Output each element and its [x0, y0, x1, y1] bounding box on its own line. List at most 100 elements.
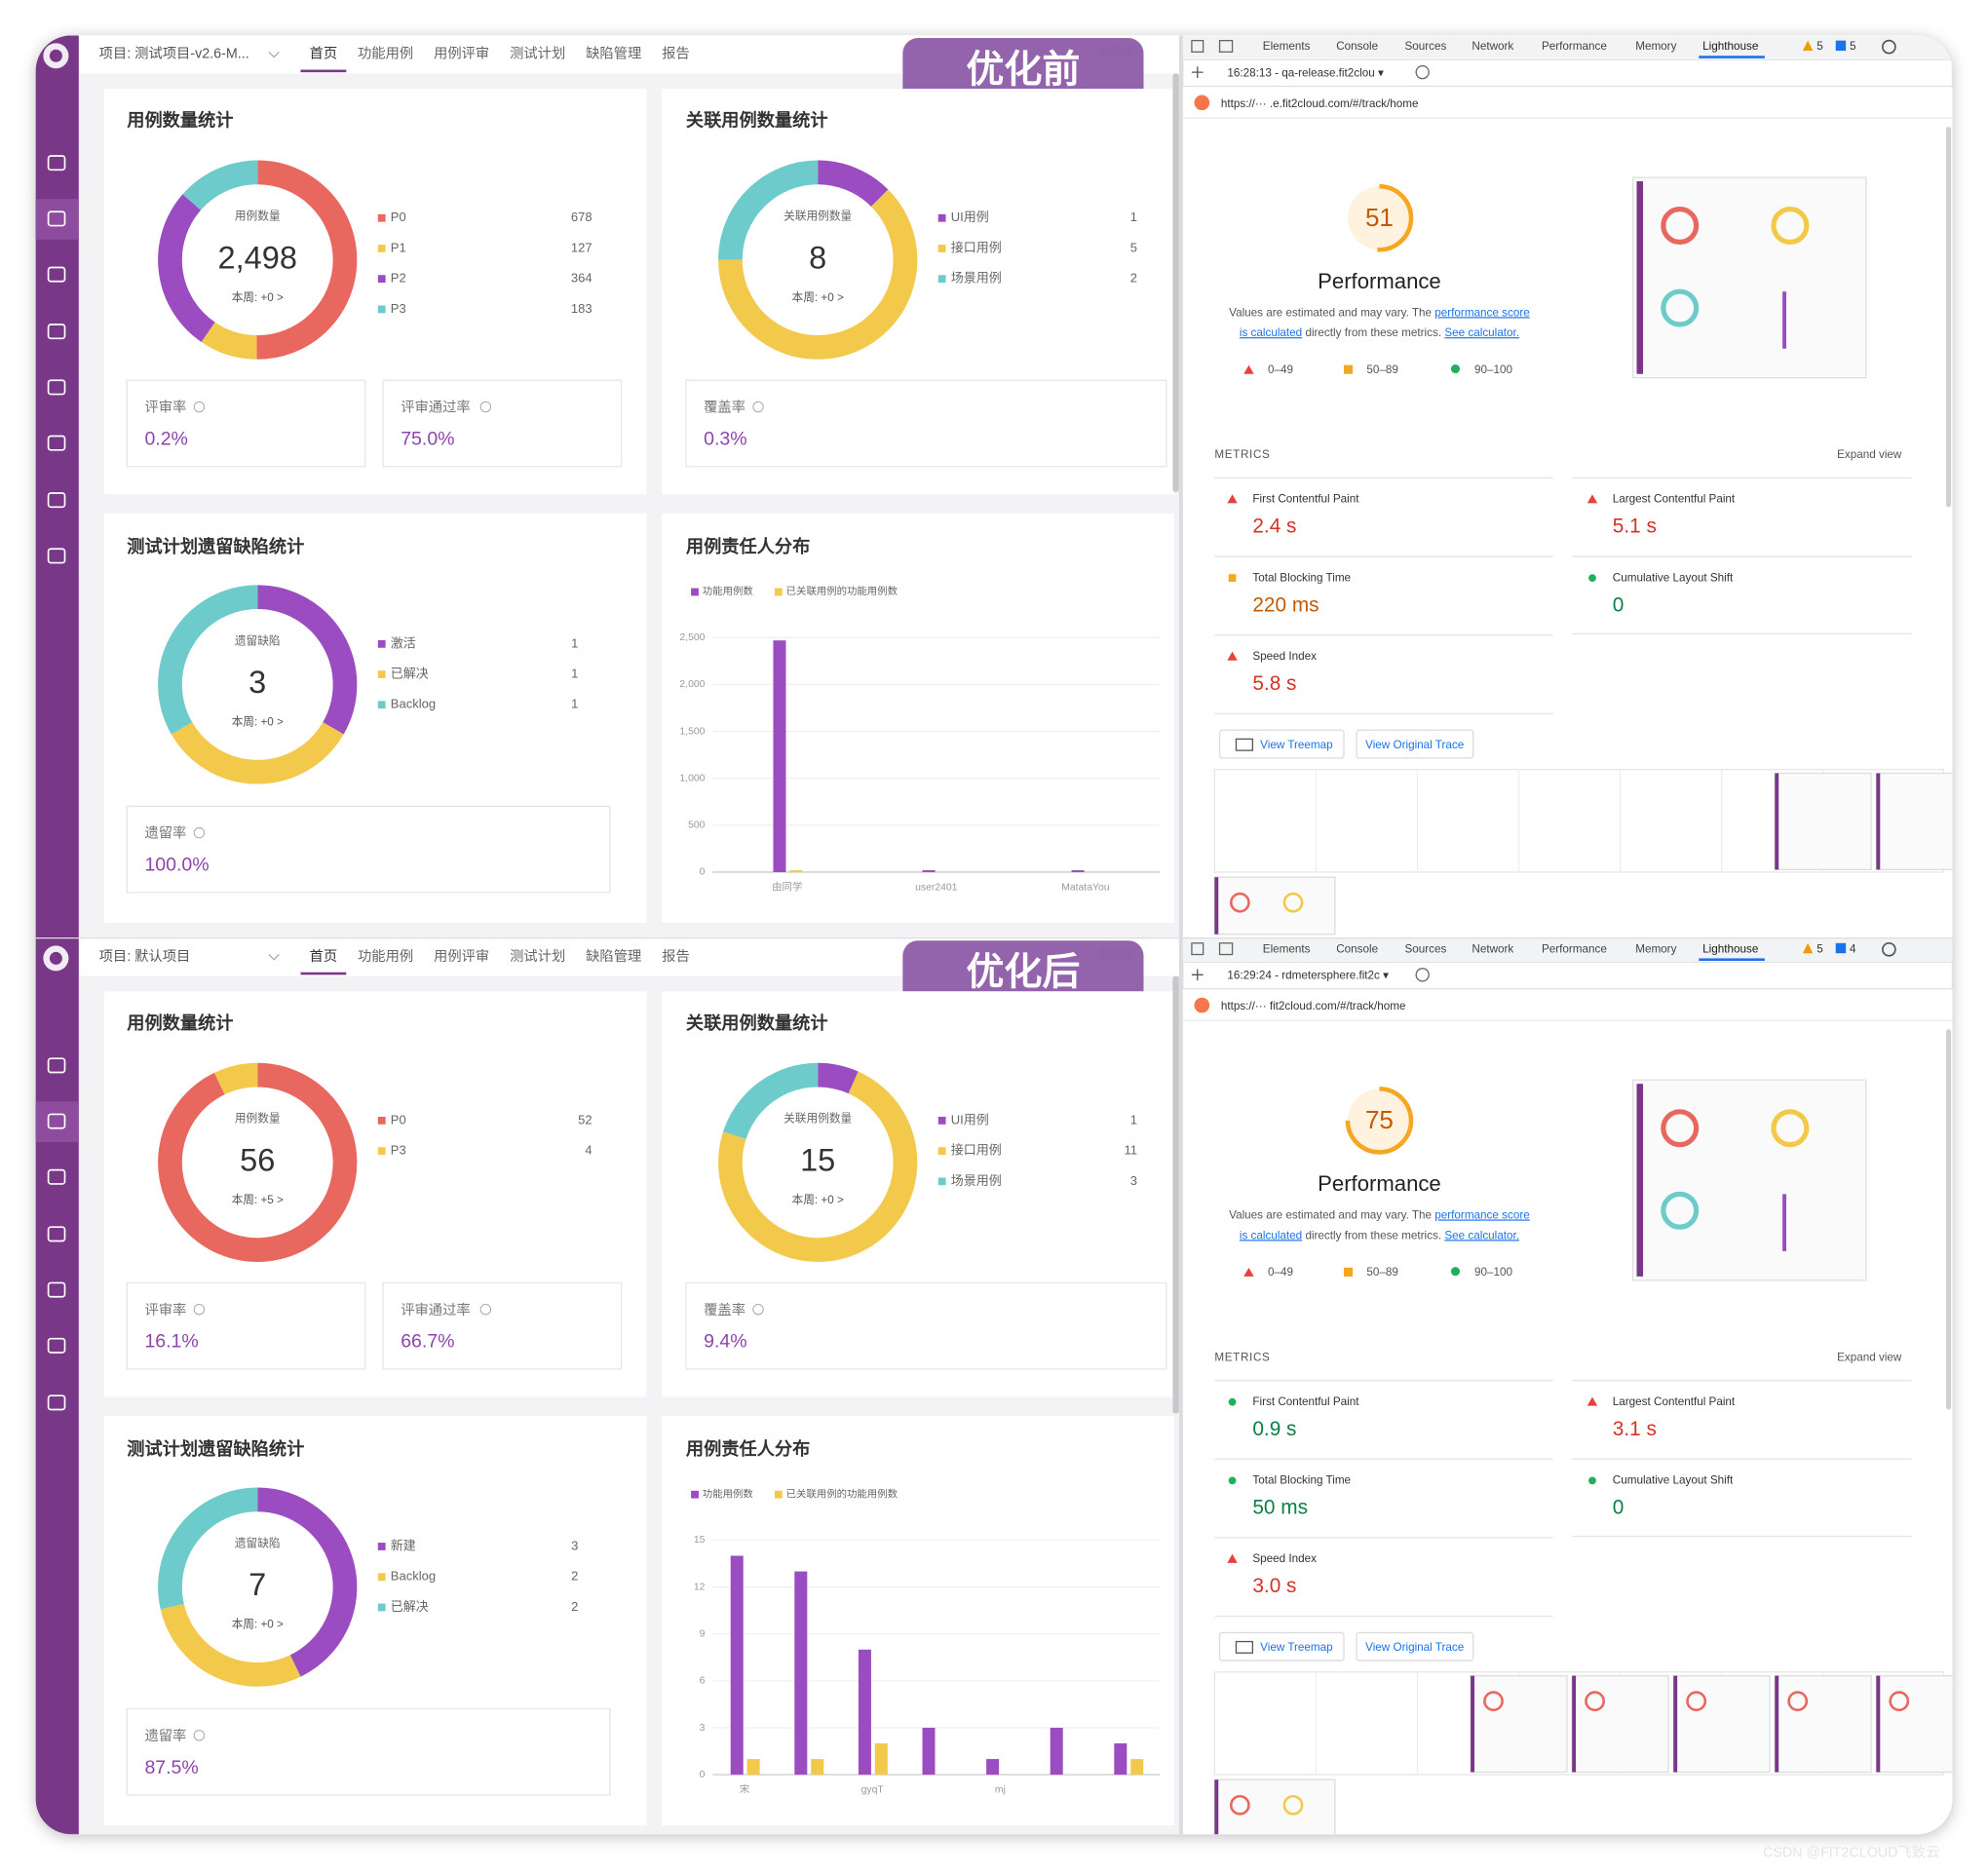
donut-week[interactable]: 本周: +0 > — [232, 290, 284, 304]
score-legend: 50–89 — [1366, 363, 1398, 376]
add-icon — [1191, 66, 1204, 78]
score-legend: 0–49 — [1268, 1266, 1293, 1279]
nav-tab[interactable]: 首页 — [310, 948, 338, 965]
devtools-tab-active — [1699, 56, 1765, 58]
description-link[interactable]: performance score — [1434, 306, 1529, 319]
devtools-row — [1182, 58, 1953, 88]
stat-label: 评审率 — [144, 1302, 186, 1318]
nav-tab[interactable]: 测试计划 — [510, 948, 565, 965]
devtools-tab[interactable]: Performance — [1542, 942, 1607, 955]
logo-inner — [49, 49, 62, 62]
frame-donut — [1787, 1691, 1809, 1712]
donut-label: 遗留缺陷 — [235, 1536, 281, 1549]
devtools-tab[interactable]: Network — [1472, 942, 1513, 955]
devtools-tab[interactable]: Memory — [1635, 40, 1676, 53]
nav-tab[interactable]: 报告 — [662, 46, 690, 62]
description-link[interactable]: See calculator. — [1444, 1229, 1519, 1241]
badge-text: 优化前 — [966, 49, 1080, 91]
y-tick-label: 9 — [700, 1628, 706, 1639]
metric-name: Largest Contentful Paint — [1613, 1395, 1736, 1408]
description-link[interactable]: performance score — [1434, 1209, 1529, 1222]
devtools-tab[interactable]: Sources — [1404, 942, 1446, 955]
info-icon — [193, 1730, 206, 1741]
nav-tab[interactable]: 功能用例 — [358, 46, 413, 62]
nav-tab[interactable]: 首页 — [310, 46, 338, 62]
bar — [746, 1759, 760, 1776]
donut-segment — [723, 1062, 819, 1140]
nav-tab[interactable]: 测试计划 — [510, 46, 565, 62]
bar — [811, 1759, 824, 1776]
metric-name: Cumulative Layout Shift — [1613, 1473, 1734, 1486]
badge-text: 优化后 — [966, 952, 1080, 994]
nav-tab[interactable]: 功能用例 — [358, 948, 413, 965]
project-selector[interactable]: 项目: 默认项目 — [99, 948, 191, 965]
donut-week[interactable]: 本周: +0 > — [232, 715, 284, 729]
description-link[interactable]: See calculator. — [1444, 326, 1519, 339]
expand-view[interactable]: Expand view — [1837, 1351, 1902, 1363]
button-outline — [1356, 1631, 1474, 1661]
report-selector[interactable]: 16:29:24 - rdmetersphere.fit2c ▾ — [1227, 970, 1389, 982]
legend-swatch — [377, 1543, 386, 1550]
donut-segment — [817, 1062, 859, 1094]
legend-label: P3 — [391, 1143, 406, 1158]
filmstrip-frame — [1875, 772, 1953, 871]
devtools-tab[interactable]: Elements — [1263, 40, 1311, 53]
frame-content: 项目: 测试项目-v2.6-M...首页功能用例用例评审测试计划缺陷管理报告由同… — [35, 35, 1953, 1835]
metric-value: 220 ms — [1252, 593, 1319, 616]
donut-label: 关联用例数量 — [784, 1112, 852, 1126]
devtools-tab[interactable]: Memory — [1635, 942, 1676, 955]
devtools-tab[interactable]: Elements — [1263, 942, 1311, 955]
description-link[interactable]: is calculated — [1240, 1229, 1302, 1241]
nav-tab[interactable]: 用例评审 — [434, 948, 489, 965]
legend-value: 52 — [578, 1112, 592, 1126]
donut-value: 7 — [248, 1567, 266, 1602]
card — [662, 513, 1174, 923]
thumb-donut — [1661, 1191, 1700, 1230]
devtools-divider — [1178, 937, 1183, 1835]
metric-icon — [1228, 574, 1237, 583]
metric-value: 5.8 s — [1252, 672, 1296, 695]
lighthouse-button[interactable]: View Treemap — [1260, 1641, 1333, 1654]
devtools-tab[interactable]: Console — [1336, 942, 1378, 955]
legend-average — [1344, 364, 1354, 374]
frame-sidebar — [1876, 773, 1881, 870]
legend-average — [1344, 1267, 1354, 1277]
dropdown-caret — [268, 51, 280, 58]
description-text: directly from these metrics. — [1302, 1229, 1444, 1241]
lighthouse-button[interactable]: View Treemap — [1260, 739, 1333, 751]
devtools-tab[interactable]: Performance — [1542, 40, 1607, 53]
nav-tab[interactable]: 用例评审 — [434, 46, 489, 62]
sidebar-icon — [47, 435, 66, 451]
info-icon — [752, 401, 764, 413]
devtools-tab[interactable]: Sources — [1404, 40, 1446, 53]
report-selector[interactable]: 16:28:13 - qa-release.fit2clou ▾ — [1227, 67, 1384, 80]
description-link[interactable]: is calculated — [1240, 326, 1302, 339]
nav-tab[interactable]: 缺陷管理 — [586, 948, 641, 965]
project-selector[interactable]: 项目: 测试项目-v2.6-M... — [99, 46, 249, 62]
bar — [1050, 1728, 1063, 1776]
legend-label: 已关联用例的功能用例数 — [786, 585, 898, 597]
donut-segment — [817, 160, 889, 208]
nav-tab[interactable]: 缺陷管理 — [586, 46, 641, 62]
metric-icon — [1227, 1553, 1238, 1563]
sidebar-icon — [47, 155, 66, 172]
stat-box — [685, 1281, 1167, 1370]
devtools-tab[interactable]: Lighthouse — [1702, 40, 1758, 53]
lighthouse-button[interactable]: View Original Trace — [1365, 1641, 1464, 1654]
lighthouse-button[interactable]: View Original Trace — [1365, 739, 1464, 751]
devtools-tab[interactable]: Console — [1336, 40, 1378, 53]
description-text: directly from these metrics. — [1302, 326, 1444, 339]
donut-week[interactable]: 本周: +0 > — [792, 290, 844, 304]
donut-week[interactable]: 本周: +0 > — [792, 1193, 844, 1206]
devtools-tab[interactable]: Network — [1472, 40, 1513, 53]
y-tick-label: 0 — [700, 1770, 706, 1780]
expand-view[interactable]: Expand view — [1837, 448, 1902, 461]
metric-icon — [1228, 1476, 1237, 1485]
donut-week[interactable]: 本周: +5 > — [232, 1193, 284, 1206]
devtools-tab[interactable]: Lighthouse — [1702, 942, 1758, 955]
nav-tab[interactable]: 报告 — [662, 948, 690, 965]
stat-value: 87.5% — [144, 1757, 198, 1778]
donut-week[interactable]: 本周: +0 > — [232, 1618, 284, 1631]
donut-segment — [256, 160, 358, 360]
thumb-sidebar — [1636, 181, 1644, 374]
